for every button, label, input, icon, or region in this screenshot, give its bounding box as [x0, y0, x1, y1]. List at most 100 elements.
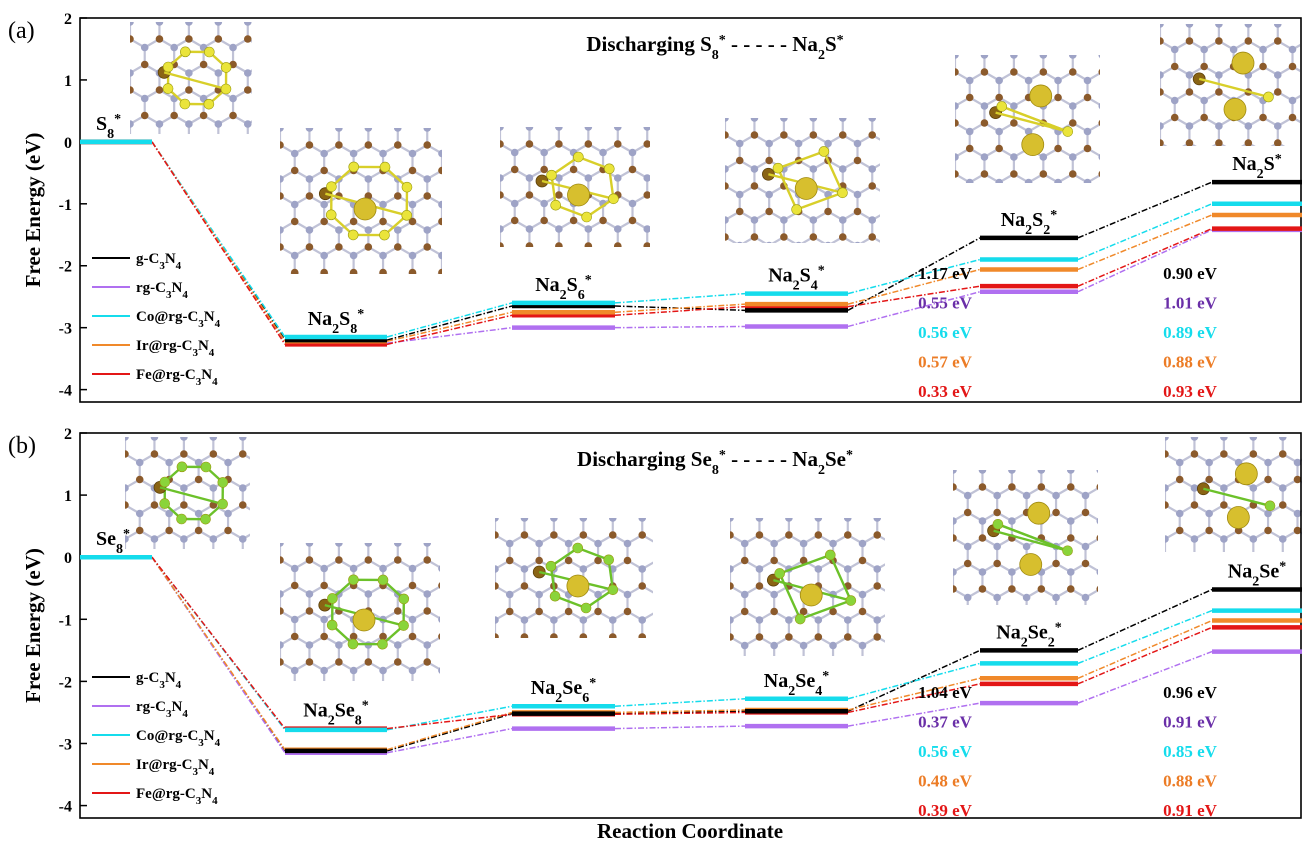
connector-Fe@rg-C3N4	[847, 683, 981, 714]
connector-Fe@rg-C3N4	[151, 556, 286, 730]
state-label: Na2S2*	[1001, 207, 1058, 237]
barrier-label: 0.91 eV	[1163, 801, 1218, 820]
legend-label: Fe@rg-C3N4	[136, 367, 218, 388]
connector-g-C3N4	[614, 305, 746, 312]
connector-rg-C3N4	[1077, 229, 1213, 293]
barrier-label: 1.04 eV	[918, 683, 973, 702]
barrier-label: 0.55 eV	[918, 294, 973, 313]
state-label: Na2S8*	[308, 306, 365, 336]
legend: g-C3N4 rg-C3N4 Co@rg-C3N4 Ir@rg-C3N4 Fe@rg-C…	[92, 670, 221, 807]
barrier-label: 0.88 eV	[1163, 353, 1218, 372]
legend-label: Fe@rg-C3N4	[136, 786, 218, 807]
y-tick-label: -4	[59, 383, 72, 400]
connector-Ir@rg-C3N4	[386, 711, 513, 751]
state-label: Na2Se6*	[531, 676, 596, 706]
connector-g-C3N4	[1077, 588, 1213, 652]
atomic-structure-image	[1160, 24, 1300, 146]
y-tick-label: -2	[59, 259, 72, 276]
y-axis-title: Free Energy (eV)	[21, 548, 45, 703]
connector-Ir@rg-C3N4	[614, 709, 746, 714]
x-axis-title: Reaction Coordinate	[597, 819, 783, 843]
connector-Co@rg-C3N4	[386, 705, 513, 731]
state-label: Na2S4*	[768, 263, 825, 293]
connector-rg-C3N4	[614, 725, 746, 730]
connector-Fe@rg-C3N4	[1077, 227, 1213, 287]
barrier-label: 0.91 eV	[1163, 713, 1218, 732]
chart-title: Discharging Se8* - - - - - Na2Se*	[577, 447, 853, 478]
connector-g-C3N4	[614, 710, 746, 715]
legend-label: Ir@rg-C3N4	[136, 757, 215, 778]
y-tick-label: 1	[64, 73, 72, 90]
atomic-structure-image	[500, 127, 650, 247]
atomic-structure-image	[955, 55, 1100, 183]
y-tick-label: -1	[59, 612, 72, 629]
y-tick-label: -3	[59, 321, 72, 338]
connector-g-C3N4	[1077, 181, 1213, 239]
connector-Fe@rg-C3N4	[386, 713, 513, 730]
connector-Co@rg-C3N4	[1077, 609, 1213, 665]
barrier-label: 0.48 eV	[918, 772, 973, 791]
connector-g-C3N4	[847, 237, 981, 311]
y-tick-label: 0	[64, 135, 72, 152]
state-label: Na2Se*	[1228, 559, 1286, 589]
legend-label: g-C3N4	[136, 251, 182, 272]
state-label: Na2S*	[1232, 152, 1282, 182]
y-tick-label: 0	[64, 550, 72, 567]
connector-Fe@rg-C3N4	[614, 711, 746, 716]
y-tick-label: -1	[59, 197, 72, 214]
state-label: Na2Se2*	[996, 620, 1061, 650]
legend-label: Co@rg-C3N4	[136, 728, 221, 749]
state-label: Na2S6*	[535, 272, 592, 302]
barrier-label: 0.88 eV	[1163, 772, 1218, 791]
state-label: Se8*	[96, 527, 130, 557]
connector-Ir@rg-C3N4	[386, 311, 513, 343]
legend-label: rg-C3N4	[136, 280, 188, 301]
barrier-label: 0.93 eV	[1163, 382, 1218, 401]
connector-g-C3N4	[386, 712, 513, 752]
legend-label: rg-C3N4	[136, 699, 188, 720]
barrier-label: 0.90 eV	[1163, 264, 1218, 283]
connector-rg-C3N4	[847, 702, 981, 727]
legend-label: Co@rg-C3N4	[136, 309, 221, 330]
barrier-label: 0.85 eV	[1163, 742, 1218, 761]
legend-label: Ir@rg-C3N4	[136, 338, 215, 359]
barrier-label: 0.56 eV	[918, 323, 973, 342]
atomic-structure-image	[495, 518, 653, 638]
connector-g-C3N4	[386, 305, 513, 341]
connector-Ir@rg-C3N4	[1077, 619, 1213, 679]
plot-frame	[79, 17, 1302, 403]
connector-Ir@rg-C3N4	[151, 556, 286, 751]
barrier-label: 0.96 eV	[1163, 683, 1218, 702]
connector-Co@rg-C3N4	[614, 698, 746, 707]
atomic-structure-image	[953, 470, 1098, 605]
y-tick-label: -4	[59, 799, 72, 816]
connector-Co@rg-C3N4	[386, 302, 513, 338]
y-tick-label: -3	[59, 736, 72, 753]
state-label: Na2Se8*	[303, 698, 368, 728]
barrier-label: 0.37 eV	[918, 713, 973, 732]
atomic-structure-image	[280, 128, 442, 274]
atomic-structure-image	[130, 22, 252, 134]
barrier-label: 0.56 eV	[918, 742, 973, 761]
connector-Fe@rg-C3N4	[614, 305, 746, 317]
panel-label: (b)	[8, 433, 36, 459]
atomic-structure-image	[280, 543, 440, 681]
state-label: Na2Se4*	[764, 668, 829, 698]
barrier-label: 1.17 eV	[918, 264, 973, 283]
connector-Fe@rg-C3N4	[847, 285, 981, 308]
legend-label: g-C3N4	[136, 670, 182, 691]
connector-Fe@rg-C3N4	[151, 141, 286, 345]
connector-rg-C3N4	[1077, 650, 1213, 704]
plot-frame	[79, 432, 1302, 819]
connector-rg-C3N4	[386, 727, 513, 754]
atomic-structure-image	[730, 518, 885, 656]
connector-Ir@rg-C3N4	[1077, 214, 1213, 271]
barrier-label: 0.39 eV	[918, 801, 973, 820]
connector-Co@rg-C3N4	[1077, 203, 1213, 261]
connector-Fe@rg-C3N4	[1077, 626, 1213, 685]
connector-Co@rg-C3N4	[614, 292, 746, 304]
legend: g-C3N4 rg-C3N4 Co@rg-C3N4 Ir@rg-C3N4 Fe@rg-C…	[92, 251, 221, 388]
connector-g-C3N4	[847, 649, 981, 712]
atomic-structure-image	[1165, 437, 1302, 552]
